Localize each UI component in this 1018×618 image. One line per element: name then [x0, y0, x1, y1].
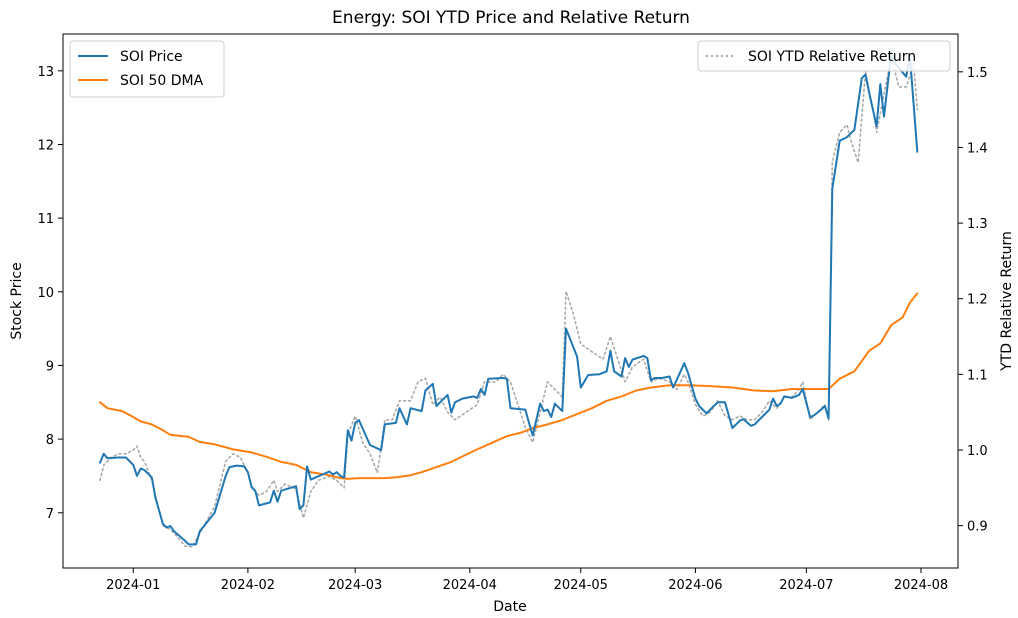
y-left-tick-label: 12: [37, 138, 54, 153]
legend-right: SOI YTD Relative Return: [697, 40, 951, 72]
series-layer: [99, 51, 919, 548]
x-tick-label: 2024-08: [894, 578, 948, 593]
y-right-tick-label: 1.0: [967, 444, 988, 459]
legend-label-soi-price: SOI Price: [120, 49, 183, 65]
y-right-tick-label: 1.2: [967, 293, 988, 308]
x-tick-label: 2024-07: [779, 578, 833, 593]
x-axis-label: Date: [493, 599, 526, 615]
series-line-soi-ytd-relative-return: [99, 55, 919, 548]
x-tick-label: 2024-01: [106, 578, 160, 593]
series-line-soi-50-dma: [99, 292, 919, 480]
x-tick-label: 2024-03: [328, 578, 382, 593]
y-right-tick-label: 1.4: [967, 141, 988, 156]
x-tick-label: 2024-06: [668, 578, 722, 593]
x-tick-label: 2024-02: [221, 578, 275, 593]
legend-label-relative-return: SOI YTD Relative Return: [748, 49, 916, 65]
y-axis-right: 0.9 1.0 1.1 1.2 1.3 1.4 1.5: [958, 66, 988, 535]
y-left-tick-label: 9: [46, 359, 54, 374]
y-left-tick-label: 11: [37, 212, 54, 227]
chart-title: Energy: SOI YTD Price and Relative Retur…: [332, 8, 690, 28]
y-left-tick-label: 13: [37, 65, 54, 80]
y-axis-right-label: YTD Relative Return: [999, 231, 1015, 372]
y-axis-left-label: Stock Price: [9, 262, 25, 339]
legend-label-soi-50-dma: SOI 50 DMA: [120, 73, 204, 89]
plot-border: [62, 33, 959, 569]
y-left-tick-label: 8: [46, 433, 54, 448]
x-tick-label: 2024-05: [554, 578, 608, 593]
x-tick-label: 2024-04: [443, 578, 497, 593]
x-axis: 2024-01 2024-02 2024-03 2024-04 2024-05 2024-…: [106, 568, 948, 593]
y-right-tick-label: 1.5: [967, 66, 988, 81]
legend-left-box: [69, 40, 225, 98]
y-left-tick-label: 10: [37, 286, 54, 301]
legend-left: SOI Price SOI 50 DMA: [69, 40, 225, 98]
plot-area: [62, 33, 959, 569]
y-left-tick-label: 7: [46, 507, 54, 522]
y-right-tick-label: 1.1: [967, 368, 988, 383]
y-axis-left: 7 8 9 10 11 12 13: [37, 65, 63, 522]
y-right-tick-label: 1.3: [967, 217, 988, 232]
y-right-tick-label: 0.9: [967, 520, 988, 535]
legend-right-box: [697, 40, 951, 72]
series-line-soi-price: [99, 51, 919, 546]
